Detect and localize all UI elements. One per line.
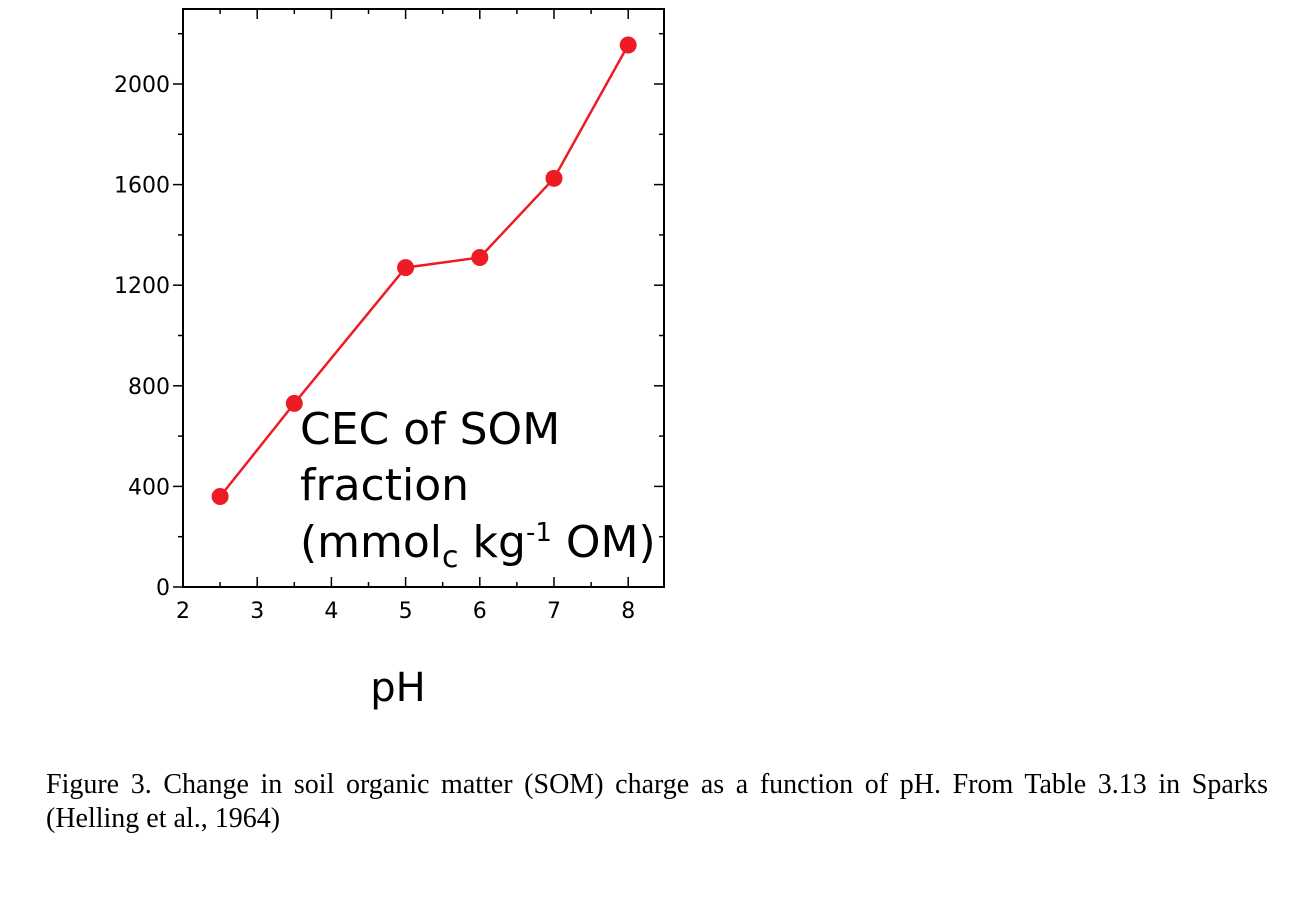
x-tick-label: 5 [399, 599, 413, 624]
data-point [471, 249, 489, 267]
annotation-unit-superscript: -1 [526, 518, 552, 548]
data-point [397, 259, 415, 277]
annotation-line-2: fraction [300, 460, 469, 511]
series-line [219, 44, 630, 498]
y-tick-label: 0 [156, 576, 170, 601]
y-tick-label: 1200 [114, 274, 170, 299]
tick-labels: 2 3 4 5 6 7 8 0 400 800 1200 1600 2000 [114, 73, 635, 624]
annotation-unit-open: (mmol [300, 517, 442, 568]
data-point [545, 169, 563, 187]
data-point [619, 36, 637, 54]
x-tick-label: 8 [621, 599, 635, 624]
y-tick-label: 800 [128, 375, 170, 400]
x-tick-label: 6 [473, 599, 487, 624]
plot-frame [182, 8, 665, 588]
y-tick-label: 1600 [114, 174, 170, 199]
annotation-unit-subscript: c [442, 540, 459, 575]
axis-ticks [173, 9, 664, 588]
annotation-unit-close: OM) [552, 517, 656, 568]
data-point [211, 487, 229, 505]
y-tick-label: 400 [128, 475, 170, 500]
chart-annotation: CEC of SOM fraction [300, 404, 574, 511]
annotation-line-1: CEC of SOM [300, 404, 560, 455]
y-tick-label: 2000 [114, 73, 170, 98]
x-tick-label: 4 [324, 599, 338, 624]
figure-caption: Figure 3. Change in soil organic matter … [46, 769, 1268, 834]
x-axis-title: pH [370, 665, 425, 711]
x-tick-label: 3 [250, 599, 264, 624]
annotation-line-3: (mmolc kg-1 OM) [300, 517, 656, 575]
annotation-unit-mid: kg [459, 517, 526, 568]
data-points [211, 36, 637, 505]
x-tick-label: 2 [176, 599, 190, 624]
data-point [285, 394, 303, 412]
x-tick-label: 7 [547, 599, 561, 624]
